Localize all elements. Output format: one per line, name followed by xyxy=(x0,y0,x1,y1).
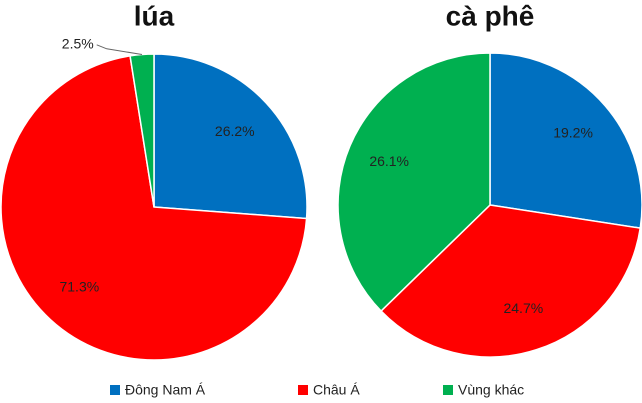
legend-label: Châu Á xyxy=(313,382,360,398)
data-label: 26.2% xyxy=(215,123,255,139)
pie-slice xyxy=(0,55,308,361)
legend-label: Đông Nam Á xyxy=(125,382,206,398)
data-label: 24.7% xyxy=(503,300,543,316)
data-label: 19.2% xyxy=(553,124,593,140)
legend-swatch xyxy=(298,385,308,395)
pie-slice xyxy=(153,53,308,220)
pie-slice xyxy=(380,204,642,358)
pie-slice xyxy=(489,52,642,229)
chart-title: cà phê xyxy=(446,0,535,31)
data-label: 2.5% xyxy=(62,36,94,52)
legend-swatch xyxy=(443,385,453,395)
pie-slice xyxy=(129,53,155,208)
legend-swatch xyxy=(110,385,120,395)
pie-slice xyxy=(337,52,491,313)
chart-title: lúa xyxy=(134,0,175,31)
data-label: 26.1% xyxy=(369,153,409,169)
data-label: 71.3% xyxy=(59,279,99,295)
legend-label: Vùng khác xyxy=(458,382,524,398)
leader-line xyxy=(96,44,143,55)
